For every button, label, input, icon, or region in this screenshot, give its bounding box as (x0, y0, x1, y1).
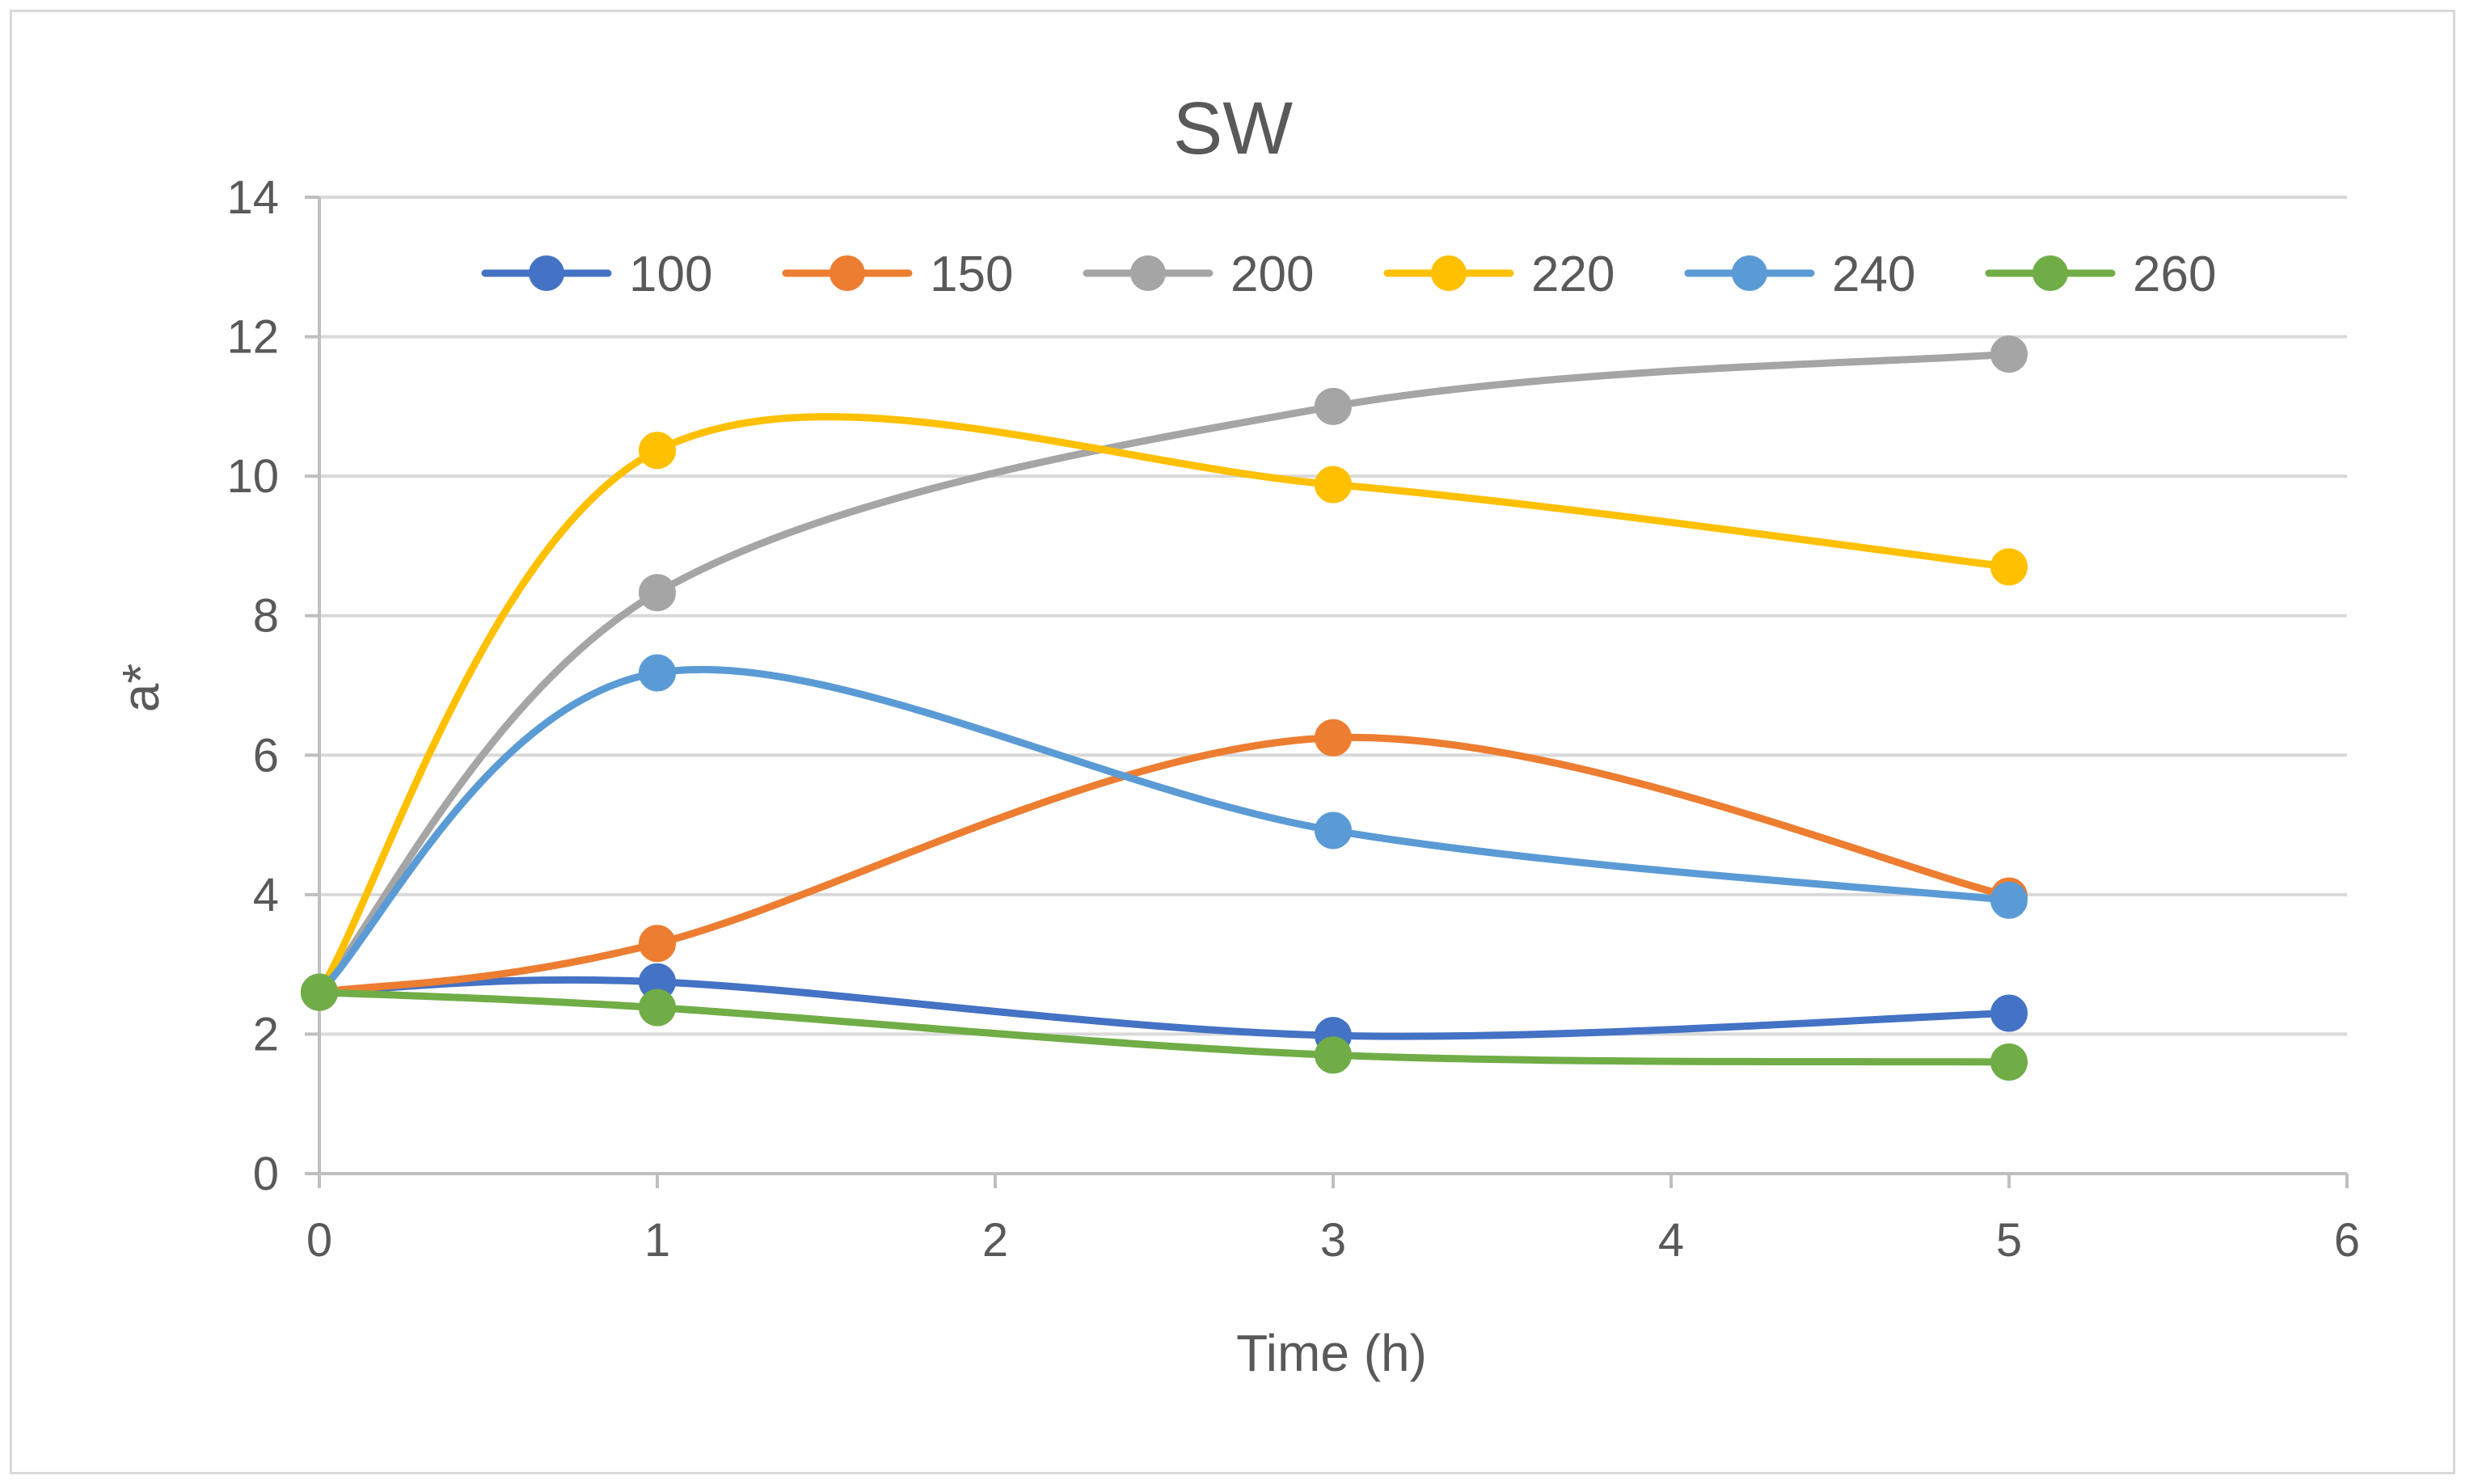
legend-marker-200 (1130, 255, 1166, 291)
y-tick-label: 4 (253, 869, 279, 921)
series-line-260 (315, 989, 2013, 1066)
data-point-240-x3 (1315, 812, 1352, 850)
legend-marker-260 (2032, 255, 2068, 291)
data-point-220-x3 (1315, 466, 1352, 504)
series-100 (301, 963, 2028, 1055)
y-tick-label: 0 (253, 1148, 279, 1200)
data-point-240-x5 (1990, 881, 2028, 919)
y-tick-label: 8 (253, 590, 279, 643)
legend-label-150: 150 (930, 247, 1013, 302)
legend-label-220: 220 (1531, 247, 1614, 302)
legend-marker-220 (1431, 255, 1467, 291)
series-line-200 (315, 350, 2013, 997)
chart-frame (10, 10, 2455, 1474)
legend-marker-240 (1732, 255, 1767, 291)
y-tick-label: 6 (253, 729, 279, 782)
data-point-220-x5 (1990, 548, 2028, 586)
legend-item-220: 220 (1383, 247, 1614, 302)
series-line-150 (315, 733, 2013, 997)
series-150 (301, 719, 2028, 1011)
x-tick-label: 4 (1658, 1214, 1684, 1267)
data-point-150-x1 (639, 925, 676, 963)
legend-item-150: 150 (782, 247, 1013, 302)
legend-item-200: 200 (1083, 247, 1314, 302)
legend-label-260: 260 (2133, 247, 2216, 302)
series-line-220 (315, 413, 2013, 997)
legend-item-240: 240 (1684, 247, 1915, 302)
x-tick-label: 2 (982, 1214, 1008, 1267)
data-point-150-x3 (1315, 719, 1352, 757)
legend: 100 150 200 220 240 260 (481, 247, 2216, 302)
y-tick-label: 10 (226, 450, 279, 503)
data-point-200-x5 (1990, 335, 2028, 373)
legend-label-200: 200 (1230, 247, 1314, 302)
data-point-260-x3 (1315, 1036, 1352, 1074)
legend-label-240: 240 (1832, 247, 1915, 302)
data-point-100-x5 (1990, 994, 2028, 1032)
axes (305, 196, 2349, 1188)
series-240 (301, 654, 2028, 1011)
data-point-200-x1 (639, 574, 676, 612)
y-axis-title: a* (112, 664, 170, 713)
x-tick-label: 6 (2334, 1214, 2360, 1267)
x-tick-label: 5 (1996, 1214, 2022, 1267)
series-line-100 (315, 976, 2013, 1040)
data-point-260-x1 (639, 989, 676, 1027)
y-tick-label: 2 (253, 1008, 279, 1060)
series-layer (301, 335, 2028, 1081)
series-260 (301, 973, 2028, 1081)
data-point-220-x1 (639, 432, 676, 470)
series-200 (301, 335, 2028, 1011)
data-point-200-x3 (1315, 387, 1352, 425)
legend-marker-100 (529, 255, 564, 291)
data-point-240-x1 (639, 654, 676, 692)
legend-item-260: 260 (1985, 247, 2216, 302)
x-tick-label: 3 (1320, 1214, 1346, 1267)
chart-title: SW (1173, 87, 1293, 170)
legend-label-100: 100 (629, 247, 712, 302)
data-point-260-x5 (1990, 1043, 2028, 1081)
y-tick-label: 12 (226, 311, 279, 364)
y-tick-label: 14 (226, 171, 279, 224)
data-point-260-x0 (301, 973, 338, 1011)
legend-item-100: 100 (481, 247, 712, 302)
x-tick-label: 0 (306, 1214, 332, 1267)
legend-marker-150 (829, 255, 865, 291)
x-tick-label: 1 (644, 1214, 670, 1267)
x-axis-title: Time (h) (1236, 1324, 1427, 1382)
series-line-240 (315, 666, 2013, 997)
